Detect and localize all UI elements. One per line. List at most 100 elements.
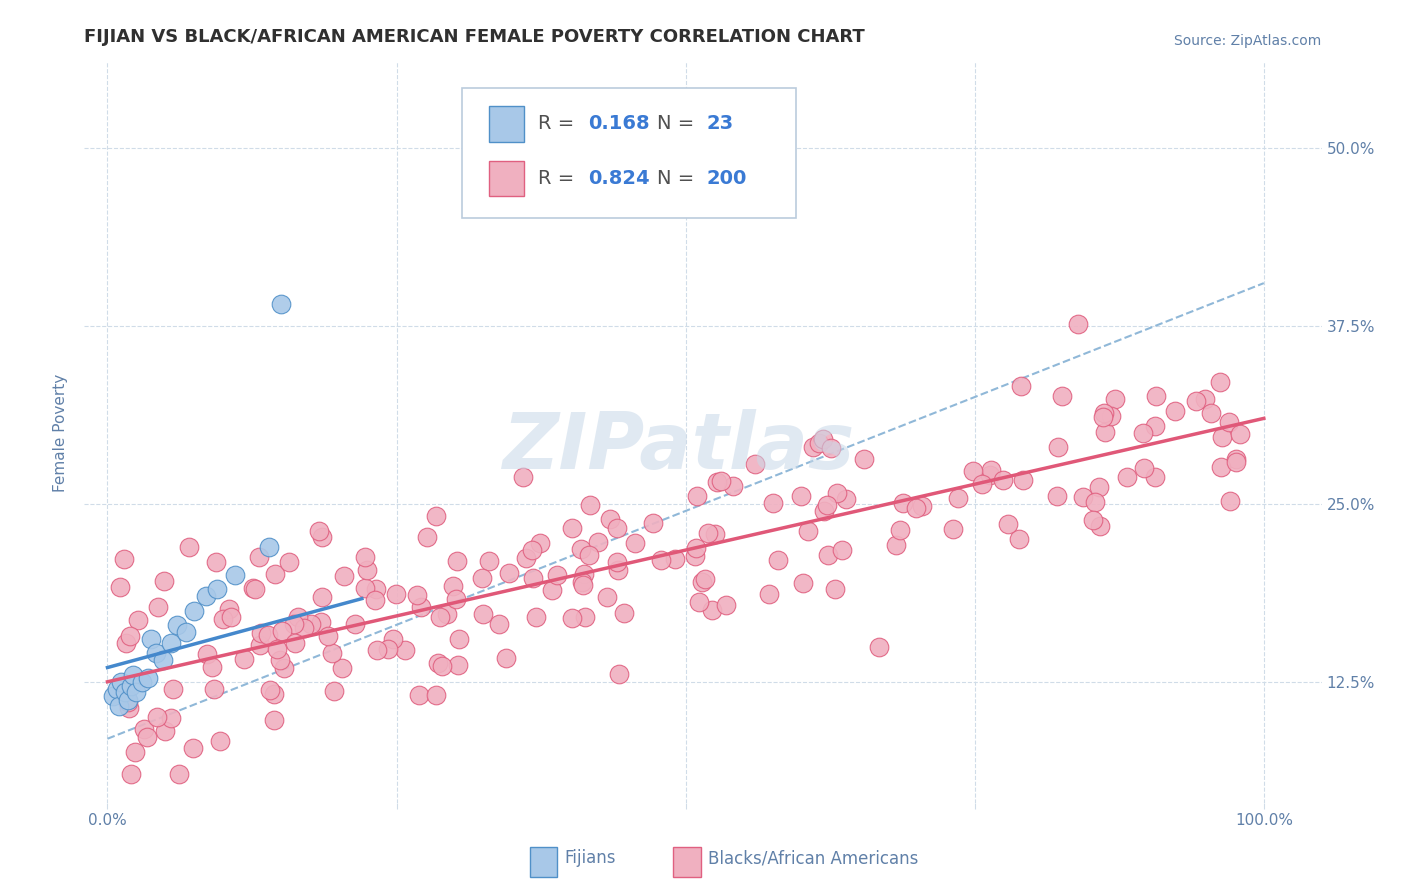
Point	[205, 555, 228, 569]
Point	[498, 566, 520, 580]
Point	[269, 653, 291, 667]
Point	[114, 685, 136, 699]
Point	[160, 636, 183, 650]
Point	[103, 689, 125, 703]
Point	[145, 646, 167, 660]
Text: Blacks/African Americans: Blacks/African Americans	[709, 849, 918, 867]
Point	[125, 685, 148, 699]
Y-axis label: Female Poverty: Female Poverty	[53, 374, 69, 491]
Point	[905, 501, 928, 516]
Point	[893, 496, 915, 510]
Point	[249, 639, 271, 653]
Text: FIJIAN VS BLACK/AFRICAN AMERICAN FEMALE POVERTY CORRELATION CHART: FIJIAN VS BLACK/AFRICAN AMERICAN FEMALE …	[84, 28, 865, 45]
Point	[105, 681, 128, 696]
Point	[574, 610, 596, 624]
Point	[546, 568, 568, 582]
Point	[311, 590, 333, 604]
Point	[364, 593, 387, 607]
Point	[146, 600, 169, 615]
Point	[333, 569, 356, 583]
Text: 0.168: 0.168	[588, 114, 650, 134]
Point	[686, 489, 709, 503]
Point	[820, 441, 842, 455]
Point	[807, 436, 830, 450]
Point	[572, 567, 595, 582]
Point	[136, 730, 159, 744]
Point	[697, 526, 720, 541]
Point	[120, 679, 142, 693]
Point	[444, 592, 467, 607]
Point	[162, 681, 184, 696]
Point	[283, 617, 305, 632]
Point	[835, 491, 858, 506]
Point	[762, 496, 785, 510]
Point	[264, 566, 287, 581]
Point	[1008, 533, 1031, 547]
Point	[318, 629, 340, 643]
Point	[152, 653, 174, 667]
Point	[797, 524, 820, 538]
Point	[356, 563, 378, 577]
Point	[1144, 418, 1167, 433]
Point	[710, 474, 733, 488]
Point	[409, 600, 432, 615]
Point	[425, 508, 447, 523]
Point	[181, 740, 204, 755]
Point	[153, 724, 176, 739]
Point	[381, 632, 404, 646]
Point	[1143, 470, 1166, 484]
Point	[323, 684, 346, 698]
Point	[1194, 392, 1216, 406]
Point	[330, 661, 353, 675]
Point	[266, 641, 288, 656]
Point	[321, 646, 343, 660]
Point	[136, 671, 159, 685]
Point	[277, 555, 299, 569]
Point	[426, 656, 449, 670]
Point	[979, 468, 1001, 483]
Point	[292, 621, 315, 635]
Point	[430, 658, 453, 673]
Point	[120, 767, 142, 781]
Point	[991, 473, 1014, 487]
Point	[166, 617, 188, 632]
Point	[429, 610, 451, 624]
Point	[703, 527, 725, 541]
Point	[578, 548, 600, 562]
Point	[202, 681, 225, 696]
Point	[522, 571, 544, 585]
Point	[247, 550, 270, 565]
Point	[942, 522, 965, 536]
Point	[685, 549, 707, 564]
Point	[131, 674, 153, 689]
Point	[586, 535, 609, 549]
Point	[702, 603, 724, 617]
Point	[1050, 389, 1073, 403]
Point	[1132, 425, 1154, 440]
Text: 23: 23	[707, 114, 734, 134]
Point	[270, 297, 292, 311]
Point	[579, 498, 602, 512]
Point	[446, 554, 468, 568]
Point	[447, 632, 470, 647]
Point	[815, 498, 838, 512]
Point	[817, 548, 839, 562]
Bar	[530, 847, 557, 877]
Point	[471, 607, 494, 622]
Text: R =: R =	[538, 169, 581, 188]
Point	[343, 617, 366, 632]
Point	[120, 629, 142, 643]
Point	[108, 580, 131, 594]
Text: Source: ZipAtlas.com: Source: ZipAtlas.com	[1174, 34, 1322, 47]
Point	[758, 586, 780, 600]
Point	[311, 615, 333, 629]
Point	[970, 476, 993, 491]
Point	[1094, 425, 1116, 440]
Point	[127, 613, 149, 627]
Point	[117, 693, 139, 707]
Point	[706, 475, 728, 490]
Point	[1084, 495, 1107, 509]
Point	[353, 581, 375, 595]
Point	[366, 643, 388, 657]
Point	[607, 666, 630, 681]
